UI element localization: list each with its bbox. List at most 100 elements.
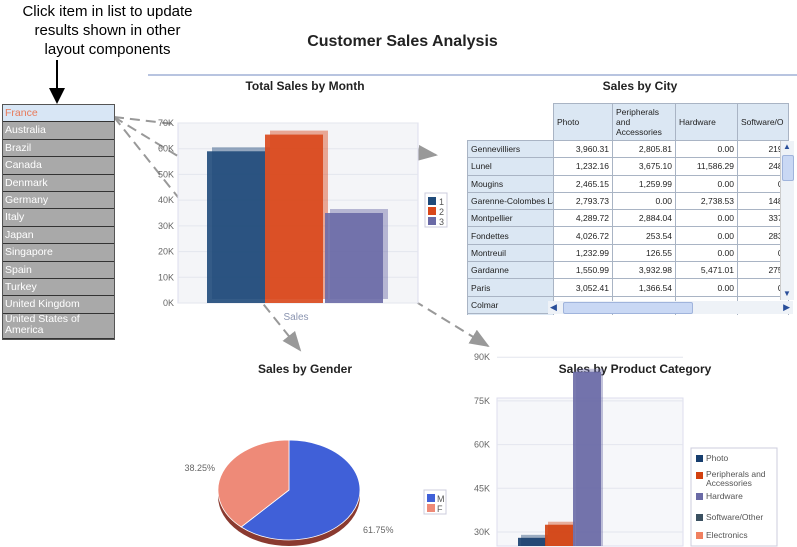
- scroll-down-icon[interactable]: ▼: [783, 289, 791, 298]
- bar-hardware: [573, 371, 601, 546]
- horizontal-scrollbar[interactable]: ◀ ▶: [548, 301, 793, 314]
- legend-label-line: Peripherals and: [706, 469, 766, 479]
- city-cell: Mougins: [467, 174, 554, 193]
- country-list[interactable]: France Australia Brazil Canada Denmark German…: [2, 104, 115, 340]
- legend-swatch: [696, 514, 703, 521]
- table-row: Gardanne 1,550.99 3,932.98 5,471.01 275.: [467, 261, 789, 280]
- legend-swatch: [696, 493, 703, 500]
- city-cell: Fondettes: [467, 226, 554, 245]
- scroll-thumb-horizontal[interactable]: [563, 302, 693, 314]
- city-table-title: Sales by City: [602, 79, 678, 93]
- city-cell: Colmar: [467, 295, 554, 314]
- city-cell: Montpellier: [467, 209, 554, 228]
- scroll-right-icon[interactable]: ▶: [783, 302, 790, 312]
- column-header[interactable]: Peripherals and Accessories: [612, 103, 676, 141]
- city-cell: Garenne-Colombes La: [467, 191, 554, 211]
- vertical-scrollbar[interactable]: ▲ ▼: [780, 141, 794, 300]
- bar-peripherals-and-accessories: [545, 524, 573, 546]
- annotation-line: results shown in other: [34, 22, 181, 39]
- legend-label: Electronics: [706, 530, 748, 540]
- y-tick-label: 30K: [158, 221, 174, 231]
- y-tick-label: 70K: [158, 118, 174, 128]
- table-header-row: Photo Peripherals and Accessories Hardware…: [467, 103, 789, 141]
- legend-label: 3: [439, 217, 444, 227]
- country-list-item[interactable]: Turkey: [3, 278, 114, 297]
- page-title: Customer Sales Analysis: [307, 33, 498, 50]
- legend-label: F: [437, 504, 443, 514]
- y-tick-label: 20K: [158, 247, 174, 257]
- y-tick-label: 40K: [158, 195, 174, 205]
- y-tick-label: 60K: [474, 440, 490, 450]
- bar-photo: [518, 537, 546, 546]
- legend-label-line: Accessories: [706, 478, 752, 488]
- pie-slice-M: [240, 439, 361, 541]
- country-list-item[interactable]: France: [3, 105, 114, 123]
- legend-swatch: [696, 455, 703, 462]
- city-cell: Paris: [467, 278, 554, 297]
- country-list-item[interactable]: Singapore: [3, 244, 114, 262]
- country-list-item[interactable]: Canada: [3, 157, 114, 175]
- y-tick-label: 45K: [474, 483, 490, 493]
- country-list-item[interactable]: United States of America: [3, 313, 114, 339]
- scroll-up-icon[interactable]: ▲: [783, 142, 791, 151]
- country-list-item[interactable]: Germany: [3, 191, 114, 210]
- table-row: Garenne-Colombes La 2,793.73 0.00 2,738.53 1…: [467, 191, 789, 211]
- y-tick-label: 10K: [158, 272, 174, 282]
- title-divider: [148, 74, 797, 76]
- city-cell: Lunel: [467, 157, 554, 176]
- legend-swatch: [428, 217, 436, 225]
- legend-label: Hardware: [706, 491, 743, 501]
- country-list-item[interactable]: Denmark: [3, 174, 114, 192]
- legend-swatch: [696, 472, 703, 479]
- annotation-line: layout components: [44, 41, 171, 58]
- country-list-item[interactable]: Australia: [3, 122, 114, 140]
- legend-swatch: [427, 504, 435, 512]
- country-list-item[interactable]: Italy: [3, 209, 114, 227]
- country-list-item[interactable]: United Kingdom: [3, 296, 114, 314]
- annotation-line: Click item in list to update: [22, 3, 193, 20]
- bar-1: [207, 151, 265, 303]
- scroll-left-icon[interactable]: ◀: [550, 302, 557, 312]
- y-tick-label: 90K: [474, 352, 490, 362]
- legend-label: Photo: [706, 453, 728, 463]
- legend-label: 2: [439, 207, 444, 217]
- legend-label: 1: [439, 197, 444, 207]
- y-tick-label: 30K: [474, 527, 490, 537]
- column-header: [467, 103, 554, 141]
- dashed-arrow-product: [113, 116, 490, 348]
- scroll-thumb[interactable]: [782, 155, 794, 181]
- instruction-annotation: Click item in list to update results sho…: [0, 2, 215, 59]
- legend-box: [423, 489, 447, 515]
- y-tick-label: 75K: [474, 396, 490, 406]
- country-list-item[interactable]: Japan: [3, 226, 114, 245]
- legend-swatch: [696, 532, 703, 539]
- y-tick-label: 0K: [163, 298, 174, 308]
- legend-swatch: [427, 494, 435, 502]
- legend-label: Software/Other: [706, 512, 763, 522]
- legend-swatch: [428, 197, 436, 205]
- table-row: Montpellier 4,289.72 2,884.04 0.00 337.: [467, 209, 789, 228]
- pie-label-m: 61.75%: [363, 525, 394, 535]
- legend-label: Peripherals and Accessories: [706, 469, 766, 488]
- y-tick-label: 50K: [158, 169, 174, 179]
- legend-box: [424, 192, 448, 228]
- bar-3: [325, 213, 383, 303]
- legend-label: M: [437, 494, 445, 504]
- y-tick-label: 60K: [158, 144, 174, 154]
- city-cell: Gardanne: [467, 261, 554, 280]
- legend-box: [690, 447, 778, 547]
- column-header[interactable]: Software/O: [737, 103, 789, 141]
- pie-label-f: 38.25%: [184, 463, 215, 473]
- country-list-item[interactable]: Brazil: [3, 139, 114, 158]
- gender-title: Sales by Gender: [257, 362, 353, 376]
- country-list-item[interactable]: Spain: [3, 261, 114, 279]
- total-sales-title: Total Sales by Month: [245, 79, 365, 93]
- x-axis-label: Sales: [283, 312, 308, 323]
- table-row: Gennevilliers 3,960.31 2,805.81 0.00 219.: [467, 139, 789, 159]
- pie-slice-F: [217, 439, 290, 528]
- table-row: Lunel 1,232.16 3,675.10 11,586.29 248.: [467, 157, 789, 176]
- legend-swatch: [428, 207, 436, 215]
